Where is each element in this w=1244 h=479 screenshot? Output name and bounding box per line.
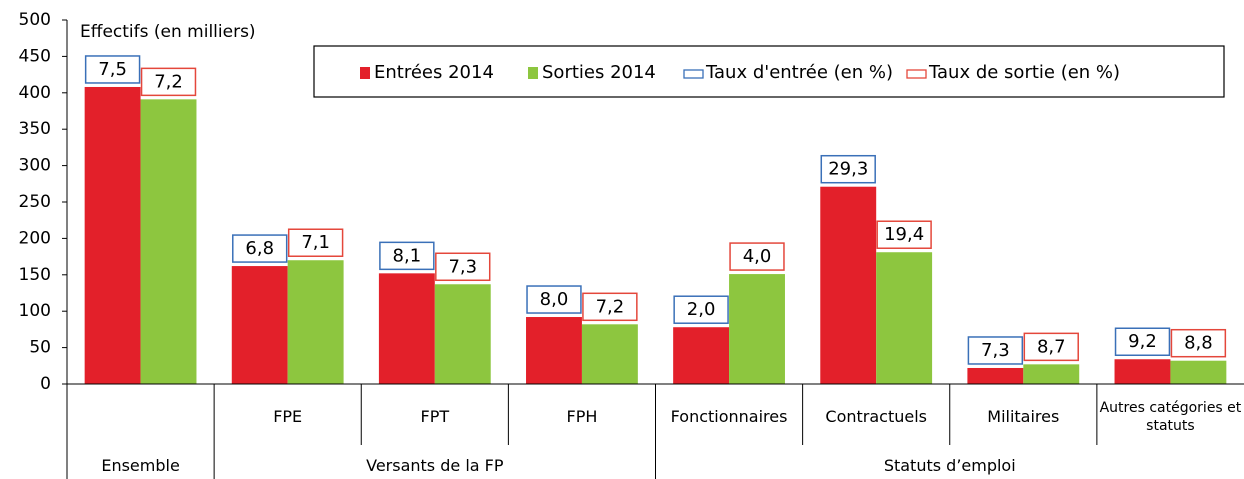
rate-label: 7,5 bbox=[98, 59, 127, 80]
y-axis-label: Effectifs (en milliers) bbox=[80, 22, 256, 42]
x-tick-label: Militaires bbox=[987, 407, 1060, 426]
bar bbox=[820, 186, 877, 384]
group-label: Ensemble bbox=[101, 455, 180, 475]
rate-label: 7,2 bbox=[596, 296, 625, 317]
bar bbox=[581, 324, 638, 384]
bar bbox=[231, 266, 288, 384]
bar bbox=[967, 367, 1024, 384]
x-tick-label: FPH bbox=[566, 407, 598, 426]
bar bbox=[673, 327, 730, 384]
rate-label: 7,3 bbox=[981, 340, 1010, 361]
x-tick-label: Autres catégories et statuts bbox=[1099, 400, 1242, 434]
rate-label-box bbox=[876, 220, 932, 249]
legend-label: Taux d'entrée (en %) bbox=[705, 62, 893, 83]
x-tick-label: FPT bbox=[420, 407, 450, 426]
bar bbox=[526, 317, 582, 384]
bar bbox=[1114, 359, 1171, 384]
bar bbox=[729, 274, 785, 384]
rate-label-box bbox=[84, 55, 141, 84]
rate-label-box bbox=[673, 295, 729, 324]
rate-label-box bbox=[379, 241, 435, 271]
rate-label: 2,0 bbox=[687, 299, 716, 320]
rate-label-box bbox=[526, 285, 582, 314]
rate-label-box bbox=[435, 252, 491, 282]
bar bbox=[84, 86, 141, 384]
x-tick-label: Fonctionnaires bbox=[670, 407, 788, 426]
y-tick-label: 50 bbox=[29, 338, 51, 358]
rate-label-box bbox=[820, 154, 876, 184]
y-tick-label: 450 bbox=[19, 46, 51, 66]
rate-label: 8,7 bbox=[1037, 336, 1066, 357]
rate-label: 4,0 bbox=[743, 246, 772, 267]
legend-box bbox=[313, 45, 1225, 98]
bar bbox=[378, 273, 435, 384]
rate-label-box bbox=[1170, 328, 1227, 358]
rate-label: 8,1 bbox=[393, 245, 422, 266]
y-tick-label: 500 bbox=[19, 10, 51, 30]
bar bbox=[287, 260, 344, 384]
bar bbox=[434, 284, 491, 384]
rate-label-box bbox=[1114, 327, 1171, 356]
legend-swatch bbox=[906, 69, 927, 79]
legend-swatch bbox=[528, 67, 538, 79]
rate-label-box bbox=[1023, 332, 1079, 362]
rate-label-box bbox=[140, 67, 197, 97]
rate-label: 19,4 bbox=[884, 224, 924, 245]
rate-label: 29,3 bbox=[828, 159, 868, 180]
y-tick-label: 150 bbox=[19, 265, 51, 285]
rate-label-box bbox=[729, 242, 785, 271]
rate-label: 9,2 bbox=[1128, 331, 1157, 352]
bar bbox=[140, 99, 197, 385]
y-tick-label: 0 bbox=[40, 374, 51, 394]
legend-swatch bbox=[683, 69, 704, 79]
bar bbox=[1023, 364, 1080, 384]
bar bbox=[1170, 360, 1227, 384]
rate-label-box bbox=[582, 292, 638, 322]
legend-label: Taux de sortie (en %) bbox=[928, 62, 1120, 83]
rate-label: 6,8 bbox=[245, 238, 274, 259]
y-tick-label: 350 bbox=[19, 119, 51, 139]
bar bbox=[876, 252, 933, 384]
group-label: Statuts d’emploi bbox=[883, 455, 1016, 475]
y-tick-label: 400 bbox=[19, 83, 51, 103]
y-tick-label: 200 bbox=[19, 228, 51, 248]
rate-label: 8,8 bbox=[1184, 333, 1213, 354]
rate-label: 7,2 bbox=[154, 71, 183, 92]
y-tick-label: 100 bbox=[19, 301, 51, 321]
rate-label-box bbox=[232, 234, 288, 263]
x-tick-label: Contractuels bbox=[825, 407, 927, 426]
group-label: Versants de la FP bbox=[366, 455, 504, 475]
legend-swatch bbox=[360, 67, 370, 79]
x-tick-label: FPE bbox=[273, 407, 303, 426]
rate-label-box bbox=[967, 336, 1024, 365]
rate-label: 7,3 bbox=[448, 256, 477, 277]
y-tick-label: 250 bbox=[19, 192, 51, 212]
y-tick-label: 300 bbox=[19, 156, 51, 176]
legend-label: Entrées 2014 bbox=[374, 62, 494, 83]
legend-label: Sorties 2014 bbox=[542, 62, 656, 83]
rate-label-box bbox=[287, 228, 344, 257]
rate-label: 8,0 bbox=[540, 289, 569, 310]
rate-label: 7,1 bbox=[301, 232, 330, 253]
